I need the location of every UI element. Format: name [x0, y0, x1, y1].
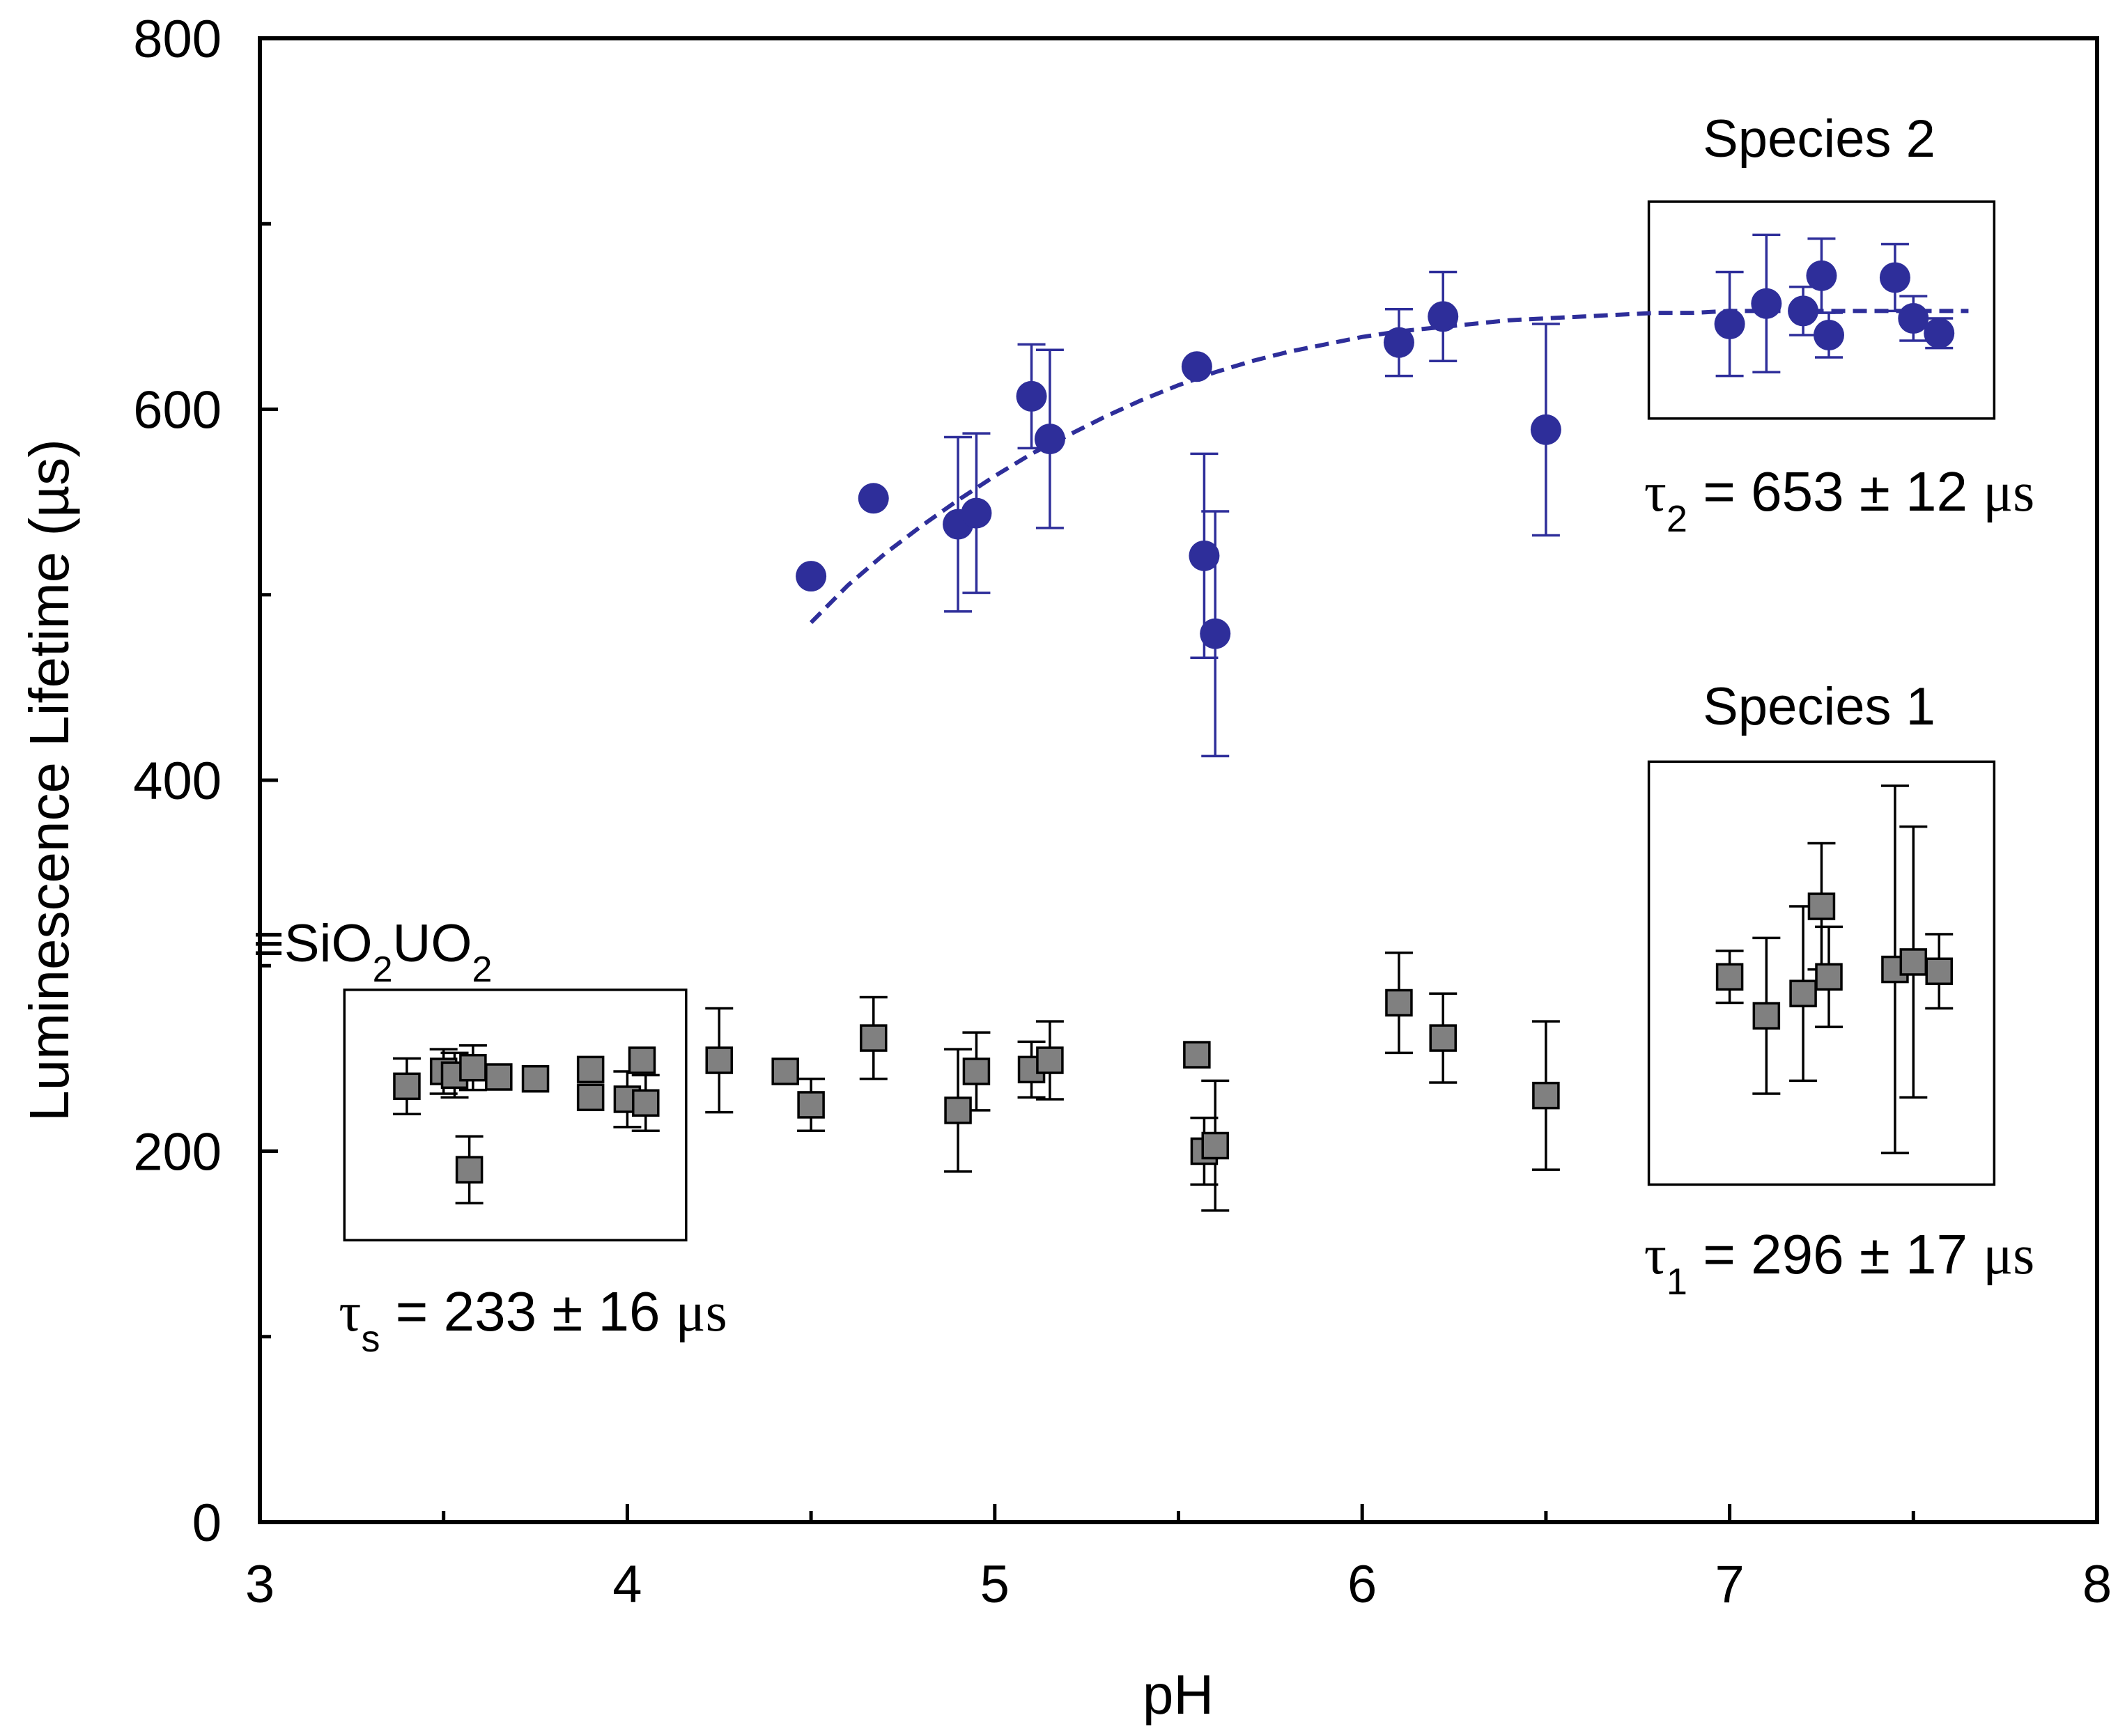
species-2-circle-marker	[1751, 288, 1782, 319]
x-tick-label: 5	[980, 1555, 1010, 1614]
species-2-circle-marker	[1898, 303, 1929, 334]
tau1-text: = 296 ± 17	[1687, 1223, 1983, 1285]
species-1-square-marker	[1429, 1024, 1457, 1052]
y-tick-label: 800	[133, 10, 222, 69]
species-1-square-marker	[962, 1057, 991, 1085]
species-1-square-marker	[860, 1024, 888, 1052]
species-1-square-marker	[576, 1083, 605, 1112]
species-1-box	[1647, 760, 1996, 1186]
taus-symbol: τ	[339, 1282, 361, 1343]
y-tick-label: 600	[133, 381, 222, 440]
species-2-circle-marker	[1383, 327, 1414, 358]
species-1-square-marker	[1925, 957, 1953, 985]
y-axis-label: Luminescence Lifetime (µs)	[18, 439, 80, 1122]
species-1-square-marker	[1532, 1081, 1560, 1110]
species-2-fit-curve	[809, 309, 1969, 624]
species-1-square-marker	[1201, 1131, 1229, 1160]
species-1-square-marker	[944, 1096, 972, 1124]
species-1-square-marker	[628, 1046, 656, 1074]
species-1-square-marker	[576, 1055, 605, 1084]
species-1-square-marker	[1385, 989, 1413, 1017]
species-1-square-marker	[393, 1072, 421, 1101]
species-2-circle-marker	[961, 497, 992, 529]
species-2-circle-marker	[1428, 301, 1459, 332]
species-2-circle-marker	[858, 483, 889, 514]
x-tick-label: 7	[1715, 1555, 1744, 1614]
surface-label-sub1: 2	[373, 950, 393, 990]
y-tick-label: 200	[133, 1123, 222, 1182]
surface-box	[343, 989, 688, 1242]
species-1-square-marker	[455, 1156, 484, 1184]
species-1-square-marker	[632, 1089, 660, 1117]
y-tick-label: 0	[192, 1494, 222, 1553]
species-2-circle-marker	[1181, 351, 1212, 382]
species-2-circle-marker	[1788, 295, 1819, 327]
species-1-square-marker	[1715, 963, 1744, 991]
taus-annotation: τs = 233 ± 16 μs	[339, 1280, 727, 1360]
species-2-circle-marker	[1034, 424, 1065, 455]
species-2-circle-marker	[1530, 414, 1561, 445]
taus-sub: s	[361, 1318, 380, 1360]
x-tick-label: 8	[2082, 1555, 2112, 1614]
taus-unit: μs	[676, 1282, 727, 1343]
tau2-unit: μs	[1983, 462, 2034, 523]
species-2-circle-marker	[1714, 309, 1745, 340]
x-tick-label: 6	[1347, 1555, 1377, 1614]
surface-species-label: ≡SiO2UO2	[254, 914, 493, 990]
annotation-boxes	[343, 200, 1996, 1242]
species-1-square-marker	[1752, 1002, 1781, 1030]
species-1-square-marker	[797, 1091, 825, 1119]
fit-curve-layer	[809, 309, 1969, 624]
data-markers	[393, 260, 1955, 1184]
species-2-circle-marker	[1813, 320, 1844, 350]
species-1-square-marker	[521, 1064, 550, 1093]
species-1-label: Species 1	[1703, 677, 1935, 736]
tau2-text: = 653 ± 12	[1687, 460, 1983, 522]
x-tick-label: 3	[245, 1555, 275, 1614]
x-tick-label: 4	[612, 1555, 642, 1614]
species-1-square-marker	[1789, 979, 1817, 1007]
tau1-sub: 1	[1667, 1261, 1687, 1303]
species-2-box	[1647, 200, 1996, 420]
y-tick-label: 400	[133, 752, 222, 811]
axis-ticks	[258, 36, 2099, 1524]
taus-text: = 233 ± 16	[380, 1280, 675, 1342]
surface-label-prefix: ≡SiO	[254, 914, 373, 973]
tau2-symbol: τ	[1644, 462, 1667, 523]
species-1-square-marker	[1815, 963, 1843, 991]
surface-label-sub2: 2	[472, 950, 493, 990]
tau1-unit: μs	[1983, 1225, 2034, 1286]
species-2-circle-marker	[1189, 540, 1220, 571]
species-1-square-marker	[485, 1063, 513, 1091]
surface-label-mid: UO	[393, 914, 472, 973]
species-2-circle-marker	[1016, 380, 1047, 412]
species-2-circle-marker	[1924, 318, 1955, 349]
tau2-annotation: τ2 = 653 ± 12 μs	[1644, 460, 2034, 540]
tau1-annotation: τ1 = 296 ± 17 μs	[1644, 1223, 2034, 1303]
x-axis-label: pH	[1143, 1664, 1214, 1726]
tau2-sub: 2	[1667, 498, 1687, 540]
species-1-square-marker	[1807, 892, 1836, 920]
species-1-square-marker	[771, 1057, 799, 1085]
species-2-circle-marker	[1879, 262, 1910, 293]
species-1-square-marker	[1899, 948, 1928, 976]
species-2-label: Species 2	[1703, 109, 1935, 169]
species-1-square-marker	[705, 1046, 733, 1074]
species-2-circle-marker	[1806, 260, 1837, 291]
species-2-circle-marker	[796, 561, 827, 592]
species-1-square-marker	[459, 1053, 487, 1082]
species-2-circle-marker	[1200, 618, 1231, 649]
tau1-symbol: τ	[1644, 1225, 1667, 1286]
axis-tick-labels: 3 4 5 6 7 8 0 200 400 600 800	[133, 10, 2112, 1614]
species-1-square-marker	[1183, 1041, 1211, 1069]
species-1-square-marker	[1036, 1046, 1064, 1074]
